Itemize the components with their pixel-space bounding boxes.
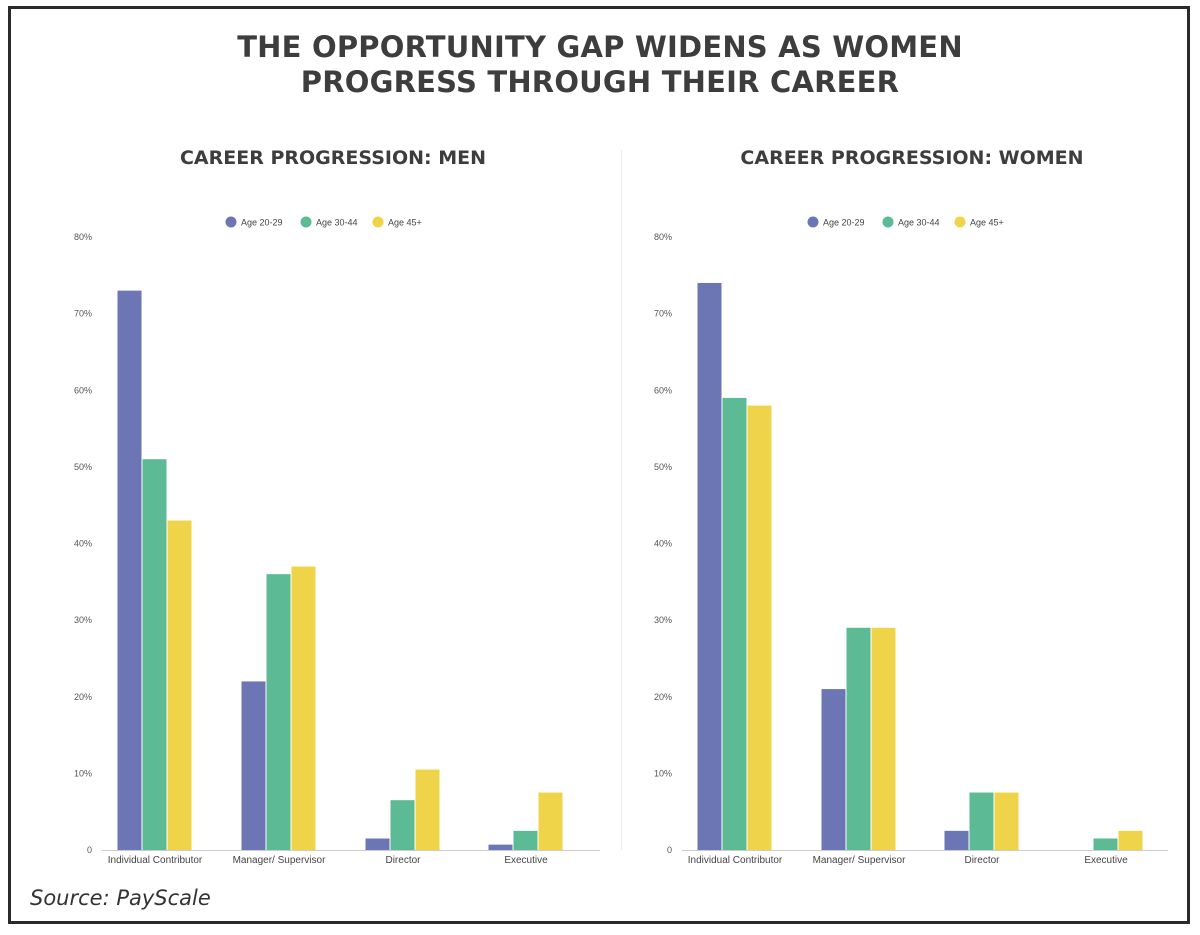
legend-label-women-1: Age 30-44 <box>898 218 940 228</box>
bar-men-1-2 <box>291 566 316 850</box>
y-tick-men-8: 80% <box>74 232 92 242</box>
bar-men-3-0 <box>488 844 513 850</box>
chart-title-men: CAREER PROGRESSION: MEN <box>180 147 486 169</box>
bar-women-1-0 <box>821 689 846 850</box>
bar-men-3-2 <box>538 792 563 850</box>
x-tick-women-0: Individual Contributor <box>688 855 783 866</box>
y-tick-men-6: 60% <box>74 385 92 395</box>
bar-men-0-1 <box>142 459 167 850</box>
y-tick-women-6: 60% <box>654 385 672 395</box>
bar-women-2-0 <box>944 830 969 850</box>
panel-divider <box>621 150 622 850</box>
figure-frame <box>8 6 1190 924</box>
y-tick-women-5: 50% <box>654 462 672 472</box>
main-title-line-1: THE OPPORTUNITY GAP WIDENS AS WOMEN <box>237 30 963 64</box>
legend-label-women-2: Age 45+ <box>970 218 1004 228</box>
bar-women-3-2 <box>1118 830 1143 850</box>
legend-swatch-men-1 <box>300 216 312 228</box>
bar-women-1-1 <box>846 627 871 850</box>
y-tick-men-4: 40% <box>74 539 92 549</box>
chart-title-women: CAREER PROGRESSION: WOMEN <box>740 147 1083 169</box>
bar-women-2-2 <box>994 792 1019 850</box>
bar-women-3-1 <box>1093 838 1118 850</box>
bar-men-2-0 <box>365 838 390 850</box>
bar-women-0-2 <box>747 405 772 850</box>
bar-women-1-2 <box>871 627 896 850</box>
x-tick-men-3: Executive <box>504 855 548 866</box>
legend-label-women-0: Age 20-29 <box>823 218 865 228</box>
legend-swatch-women-0 <box>807 216 819 228</box>
y-tick-men-0: 0 <box>87 845 92 855</box>
y-tick-women-0: 0 <box>667 845 672 855</box>
bar-women-0-0 <box>697 282 722 851</box>
y-tick-men-5: 50% <box>74 462 92 472</box>
main-title: THE OPPORTUNITY GAP WIDENS AS WOMEN PROG… <box>0 30 1200 100</box>
legend-label-men-0: Age 20-29 <box>241 218 283 228</box>
y-tick-women-1: 10% <box>654 768 672 778</box>
x-tick-women-2: Director <box>964 855 1000 866</box>
bar-men-3-1 <box>513 830 538 850</box>
x-tick-men-1: Manager/ Supervisor <box>233 855 326 866</box>
bar-women-0-1 <box>722 397 747 850</box>
y-tick-women-8: 80% <box>654 232 672 242</box>
legend-swatch-men-0 <box>225 216 237 228</box>
bar-men-0-0 <box>117 290 142 850</box>
legend-swatch-women-1 <box>882 216 894 228</box>
y-tick-women-2: 20% <box>654 692 672 702</box>
bar-women-2-1 <box>969 792 994 850</box>
y-tick-women-7: 70% <box>654 309 672 319</box>
y-tick-men-3: 30% <box>74 615 92 625</box>
main-title-line-2: PROGRESS THROUGH THEIR CAREER <box>300 65 900 99</box>
bar-men-2-1 <box>390 800 415 850</box>
legend-label-men-2: Age 45+ <box>388 218 422 228</box>
bar-men-0-2 <box>167 520 192 850</box>
x-tick-women-1: Manager/ Supervisor <box>813 855 906 866</box>
bar-men-2-2 <box>415 769 440 850</box>
legend-label-men-1: Age 30-44 <box>316 218 358 228</box>
y-tick-women-4: 40% <box>654 539 672 549</box>
y-tick-men-2: 20% <box>74 692 92 702</box>
source-note: Source: PayScale <box>30 886 211 910</box>
legend-swatch-women-2 <box>954 216 966 228</box>
y-tick-men-7: 70% <box>74 309 92 319</box>
y-tick-women-3: 30% <box>654 615 672 625</box>
legend-swatch-men-2 <box>372 216 384 228</box>
x-tick-men-2: Director <box>385 855 421 866</box>
x-tick-women-3: Executive <box>1084 855 1128 866</box>
x-tick-men-0: Individual Contributor <box>108 855 203 866</box>
bar-men-1-0 <box>241 681 266 850</box>
bar-men-1-1 <box>266 574 291 850</box>
y-tick-men-1: 10% <box>74 768 92 778</box>
